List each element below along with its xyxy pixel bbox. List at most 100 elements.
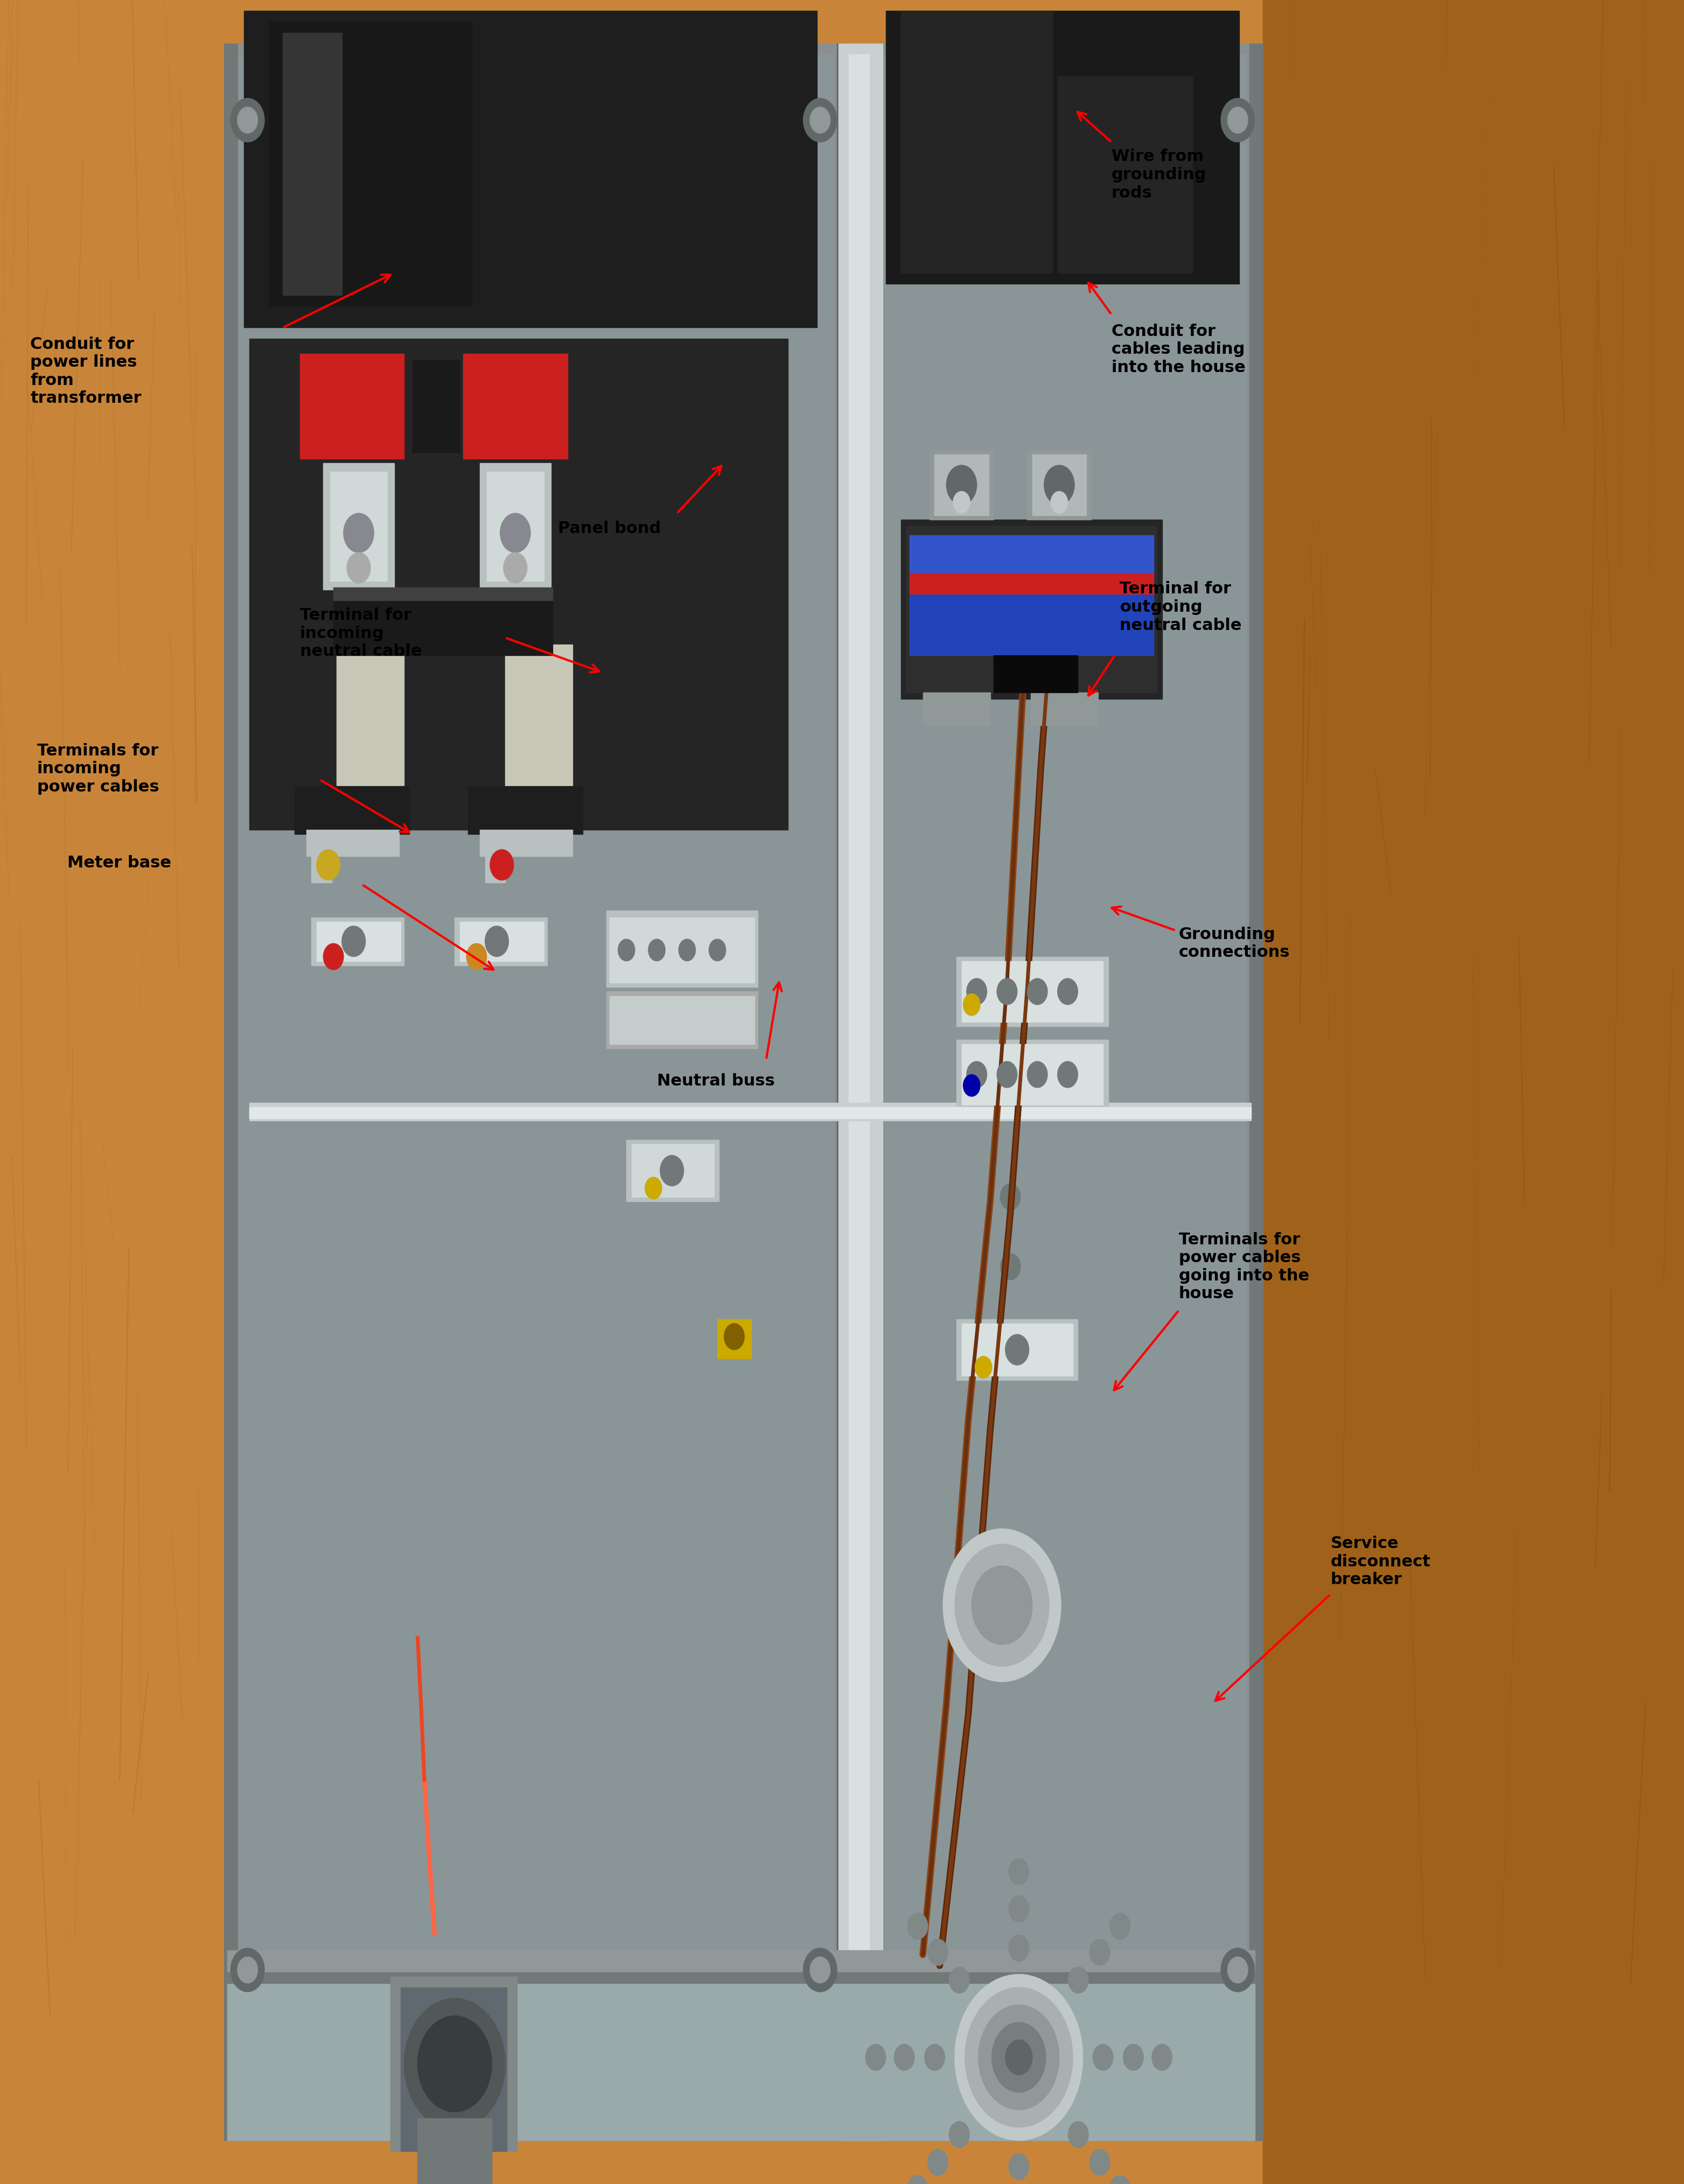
Text: Terminals for
power cables
going into the
house: Terminals for power cables going into th… (1179, 1232, 1308, 1302)
Circle shape (1027, 978, 1047, 1005)
Bar (300, 354, 404, 459)
Bar (463, 354, 568, 459)
Bar (1031, 692, 1098, 725)
Circle shape (466, 943, 487, 970)
Bar (1263, 0, 1684, 2184)
Bar (1250, 44, 1263, 2140)
Circle shape (965, 1987, 1073, 2127)
Bar (876, 44, 1255, 2140)
Circle shape (1152, 2044, 1172, 2070)
Circle shape (1228, 107, 1248, 133)
Circle shape (1009, 1935, 1029, 1961)
Circle shape (997, 1061, 1017, 1088)
Bar (333, 601, 552, 655)
Bar (626, 1140, 719, 1201)
Circle shape (1051, 491, 1068, 513)
Circle shape (317, 850, 340, 880)
Text: Terminal for
incoming
neutral cable: Terminal for incoming neutral cable (300, 607, 421, 660)
Circle shape (963, 1075, 980, 1096)
Bar (717, 1319, 751, 1358)
Circle shape (418, 2016, 492, 2112)
Bar (455, 917, 547, 965)
Bar (312, 852, 332, 882)
Text: Conduit for
power lines
from
transformer: Conduit for power lines from transformer (30, 336, 141, 406)
Bar (610, 996, 754, 1044)
Bar (236, 55, 834, 2129)
Circle shape (955, 1974, 1083, 2140)
Bar (224, 44, 237, 2140)
Circle shape (908, 1913, 928, 1939)
Bar (957, 957, 1108, 1026)
Circle shape (1093, 2044, 1113, 2070)
Text: Neutral buss: Neutral buss (657, 1072, 775, 1090)
Circle shape (992, 2022, 1046, 2092)
Circle shape (724, 1324, 744, 1350)
Bar (957, 1319, 1078, 1380)
Circle shape (1221, 1948, 1255, 1992)
Bar (249, 339, 788, 830)
Bar (923, 692, 990, 725)
Bar (610, 917, 754, 983)
Bar (391, 1977, 517, 2151)
Circle shape (1005, 2040, 1032, 2075)
Circle shape (679, 939, 695, 961)
Bar (962, 1324, 1073, 1376)
Text: Meter base: Meter base (67, 854, 172, 871)
Circle shape (963, 994, 980, 1016)
Circle shape (950, 1968, 970, 1994)
Bar (249, 1107, 1251, 1118)
Circle shape (1058, 1061, 1078, 1088)
Circle shape (972, 1566, 1032, 1645)
Bar (849, 55, 869, 2129)
Bar (323, 463, 394, 590)
Circle shape (323, 943, 344, 970)
Bar (227, 1972, 1255, 1983)
Circle shape (943, 1529, 1061, 1682)
Circle shape (504, 553, 527, 583)
Circle shape (342, 926, 365, 957)
Circle shape (344, 513, 374, 553)
Bar (962, 1044, 1103, 1105)
Bar (505, 644, 573, 786)
Circle shape (803, 98, 837, 142)
Circle shape (803, 1948, 837, 1992)
Bar (1032, 454, 1086, 515)
Bar (909, 535, 1154, 572)
Circle shape (950, 2121, 970, 2147)
Circle shape (1090, 2149, 1110, 2175)
Bar (413, 360, 460, 452)
Circle shape (894, 2044, 914, 2070)
Bar (886, 11, 1239, 284)
Bar (1027, 450, 1091, 520)
Circle shape (485, 926, 509, 957)
Circle shape (1005, 1334, 1029, 1365)
Circle shape (975, 1356, 992, 1378)
Circle shape (347, 553, 370, 583)
Bar (227, 1977, 1255, 2140)
Circle shape (490, 850, 514, 880)
Text: Terminal for
outgoing
neutral cable: Terminal for outgoing neutral cable (1120, 581, 1241, 633)
Circle shape (997, 978, 1017, 1005)
Circle shape (237, 1957, 258, 1983)
Bar (962, 961, 1103, 1022)
Text: Grounding
connections: Grounding connections (1179, 926, 1290, 961)
Circle shape (1068, 2121, 1088, 2147)
Circle shape (928, 2149, 948, 2175)
Circle shape (648, 939, 665, 961)
Circle shape (645, 1177, 662, 1199)
Bar (930, 450, 994, 520)
Bar (227, 1950, 1255, 1977)
Bar (480, 463, 551, 590)
Bar (901, 520, 1162, 699)
Circle shape (231, 98, 264, 142)
Circle shape (618, 939, 635, 961)
Bar (901, 11, 1052, 273)
Bar (418, 2118, 492, 2184)
Text: Conduit for
cables leading
into the house: Conduit for cables leading into the hous… (1111, 323, 1246, 376)
Circle shape (1000, 1184, 1021, 1210)
Circle shape (500, 513, 530, 553)
Circle shape (514, 804, 547, 847)
Circle shape (1058, 978, 1078, 1005)
Circle shape (1068, 1968, 1088, 1994)
Circle shape (967, 1061, 987, 1088)
